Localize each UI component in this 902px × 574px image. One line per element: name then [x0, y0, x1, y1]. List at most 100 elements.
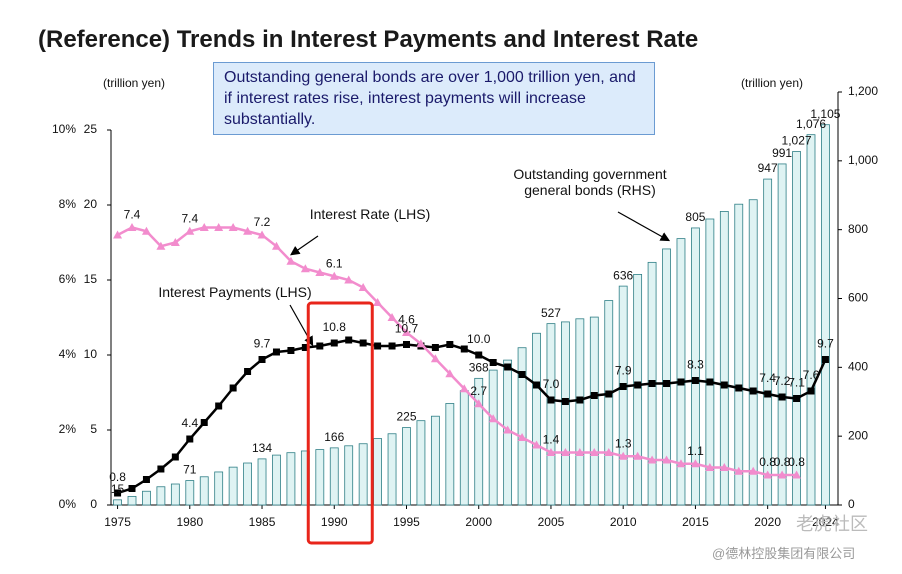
marker [793, 395, 801, 402]
bar [228, 466, 238, 506]
chart-title: (Reference) Trends in Interest Payments … [38, 26, 699, 53]
value-label: 10.7 [395, 322, 419, 336]
marker [719, 463, 729, 471]
bar [488, 369, 498, 506]
bar [589, 316, 599, 506]
rate-tick-label: 4% [59, 347, 77, 361]
callout: Outstanding general bonds are over 1,000… [213, 62, 655, 135]
marker [300, 264, 310, 273]
value-label: 15 [111, 482, 125, 496]
marker [446, 341, 454, 348]
value-label: 8.3 [687, 358, 704, 372]
marker [113, 230, 123, 239]
marker [735, 384, 743, 392]
y2-tick-label: 400 [848, 360, 868, 374]
marker [416, 339, 426, 348]
value-label: 4.6 [398, 313, 415, 327]
marker [676, 459, 686, 468]
marker [517, 433, 527, 441]
x-tick-label: 1990 [321, 515, 348, 529]
bar [561, 321, 570, 506]
value-label: 7.4 [181, 211, 198, 225]
x-tick-label: 2000 [465, 515, 492, 529]
bar [806, 134, 816, 506]
bar [344, 445, 354, 506]
marker [748, 466, 758, 475]
value-label: 527 [541, 306, 561, 320]
marker [114, 489, 122, 497]
bar [373, 438, 382, 506]
marker [691, 377, 699, 384]
marker [533, 381, 541, 389]
rate-tick-label: 0% [59, 497, 77, 511]
marker [286, 256, 296, 265]
rate-tick-label: 8% [59, 197, 77, 211]
value-label: 0.8 [774, 455, 791, 469]
marker [662, 455, 672, 464]
x-tick-label: 1985 [249, 515, 276, 529]
value-label: 7.0 [543, 377, 560, 391]
marker [358, 283, 368, 291]
marker [141, 226, 151, 235]
marker [488, 414, 498, 423]
marker [634, 381, 642, 389]
marker [301, 344, 309, 351]
marker [401, 328, 411, 336]
value-label: 134 [252, 441, 272, 455]
marker [215, 402, 223, 410]
value-label: 7.1 [788, 376, 805, 390]
x-tick-label: 1995 [393, 515, 420, 529]
marker [460, 345, 468, 353]
marker [474, 399, 484, 408]
value-label: 0.8 [788, 455, 805, 469]
bar [474, 377, 484, 506]
marker [705, 463, 715, 471]
marker [243, 226, 253, 235]
marker [459, 384, 469, 393]
value-label: 4.4 [181, 416, 198, 430]
bar [821, 124, 830, 506]
value-label: 9.7 [254, 337, 271, 351]
bar [777, 163, 787, 506]
rate-arrow [290, 235, 319, 256]
x-tick-label: 2010 [610, 515, 637, 529]
marker [387, 313, 397, 321]
bar [315, 449, 325, 506]
marker [271, 241, 281, 250]
bar [532, 332, 541, 506]
value-label: 2.7 [470, 384, 487, 398]
bar [272, 454, 281, 506]
value-label: 1,105 [810, 107, 840, 121]
value-label: 1.4 [543, 433, 560, 447]
marker [329, 271, 339, 280]
value-label: 7.6 [803, 368, 820, 382]
bar [618, 285, 628, 506]
value-label: 0.8 [109, 470, 126, 484]
value-label: 947 [758, 161, 778, 175]
bar [185, 480, 195, 506]
bar [329, 447, 339, 506]
rate-tick-label: 2% [59, 422, 77, 436]
marker [402, 341, 410, 348]
marker [315, 268, 325, 276]
marker [546, 448, 556, 456]
value-label: 991 [772, 146, 792, 160]
marker [605, 390, 613, 398]
marker [633, 451, 643, 460]
value-label: 225 [396, 410, 416, 424]
bar [575, 318, 585, 506]
value-label: 7.4 [759, 371, 776, 385]
marker [706, 378, 714, 386]
y2-tick-label: 800 [848, 222, 868, 236]
x-tick-label: 1980 [176, 515, 203, 529]
bar [691, 227, 700, 506]
marker [504, 363, 512, 371]
bar [243, 462, 252, 506]
bar [402, 427, 411, 506]
y-tick-label: 5 [90, 422, 97, 436]
y-tick-label: 0 [90, 497, 97, 511]
value-label: 636 [613, 268, 633, 282]
marker [589, 448, 599, 456]
bar [734, 203, 744, 506]
value-label: 9.7 [817, 337, 834, 351]
